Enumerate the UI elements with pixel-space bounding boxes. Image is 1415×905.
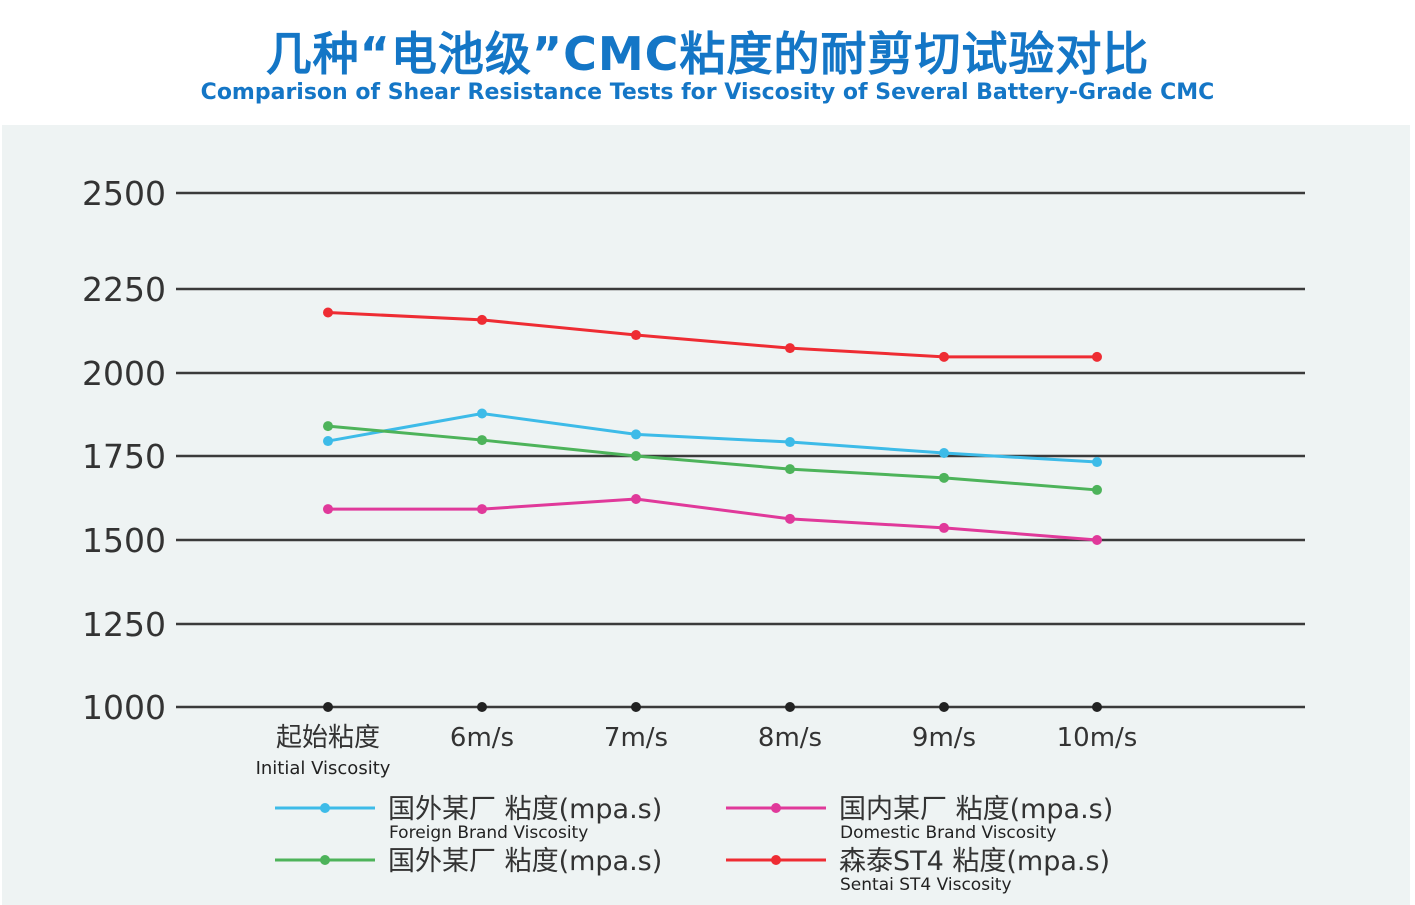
- data-point: [323, 504, 333, 515]
- data-point: [477, 408, 487, 419]
- series-line-3: [327, 311, 1097, 359]
- data-point: [939, 472, 949, 483]
- data-point: [939, 522, 949, 533]
- data-point: [631, 429, 641, 440]
- data-point: [477, 435, 487, 446]
- data-point: [631, 494, 641, 505]
- data-point: [477, 504, 487, 515]
- legend-marker: [320, 855, 330, 865]
- data-point: [323, 421, 333, 432]
- x-tick-label: 9m/s: [912, 723, 976, 753]
- y-tick-label: 2500: [82, 174, 166, 213]
- chart-subtitle: Comparison of Shear Resistance Tests for…: [200, 80, 1215, 105]
- x-tick-marker: [939, 702, 949, 712]
- series-line-1: [327, 424, 1098, 492]
- legend-sublabel: Sentai ST4 Viscosity: [840, 875, 1012, 895]
- legend-label: 国外某厂 粘度(mpa.s): [388, 846, 662, 877]
- data-point: [1092, 535, 1102, 545]
- x-tick-label: 起始粘度: [276, 723, 380, 753]
- legend-label: 国外某厂 粘度(mpa.s): [388, 794, 662, 825]
- x-tick-label: 10m/s: [1057, 723, 1138, 753]
- x-tick-marker: [1092, 702, 1102, 712]
- y-tick-label: 1000: [82, 688, 166, 727]
- data-point: [1092, 457, 1102, 468]
- y-tick-label: 2000: [82, 354, 166, 393]
- x-tick-marker: [631, 702, 641, 712]
- legend-marker: [771, 855, 781, 865]
- data-point: [785, 343, 795, 354]
- legend-marker: [320, 803, 330, 813]
- legend-label: 国内某厂 粘度(mpa.s): [839, 794, 1113, 825]
- plot-panel: [2, 125, 1410, 905]
- x-tick-label: 7m/s: [604, 723, 668, 753]
- data-point: [477, 314, 487, 325]
- data-point: [939, 351, 949, 362]
- y-tick-label: 1750: [82, 437, 166, 476]
- data-point: [785, 464, 795, 475]
- data-point: [785, 513, 795, 524]
- data-point: [323, 436, 333, 447]
- x-tick-marker: [785, 702, 795, 712]
- legend-sublabel: Foreign Brand Viscosity: [389, 823, 588, 843]
- data-point: [1092, 484, 1102, 495]
- y-tick-label: 2250: [82, 270, 166, 309]
- y-tick-label: 1500: [82, 521, 166, 560]
- legend-label: 森泰ST4 粘度(mpa.s): [839, 846, 1110, 877]
- data-point: [631, 451, 641, 461]
- data-point: [631, 330, 641, 341]
- x-tick-marker: [323, 702, 333, 712]
- x-tick-sublabel: Initial Viscosity: [256, 758, 391, 779]
- x-tick-label: 8m/s: [758, 723, 822, 753]
- x-tick-marker: [477, 702, 487, 712]
- data-point: [1092, 351, 1102, 362]
- series-line-0: [327, 411, 1098, 464]
- data-point: [939, 448, 949, 459]
- chart-title: 几种“电池级”CMC粘度的耐剪切试验对比: [265, 27, 1150, 81]
- legend-marker: [771, 803, 781, 813]
- data-point: [323, 307, 333, 318]
- series-line-2: [328, 497, 1098, 542]
- data-point: [785, 437, 795, 448]
- y-tick-label: 1250: [82, 605, 166, 644]
- legend-sublabel: Domestic Brand Viscosity: [840, 823, 1056, 843]
- x-tick-label: 6m/s: [450, 723, 514, 753]
